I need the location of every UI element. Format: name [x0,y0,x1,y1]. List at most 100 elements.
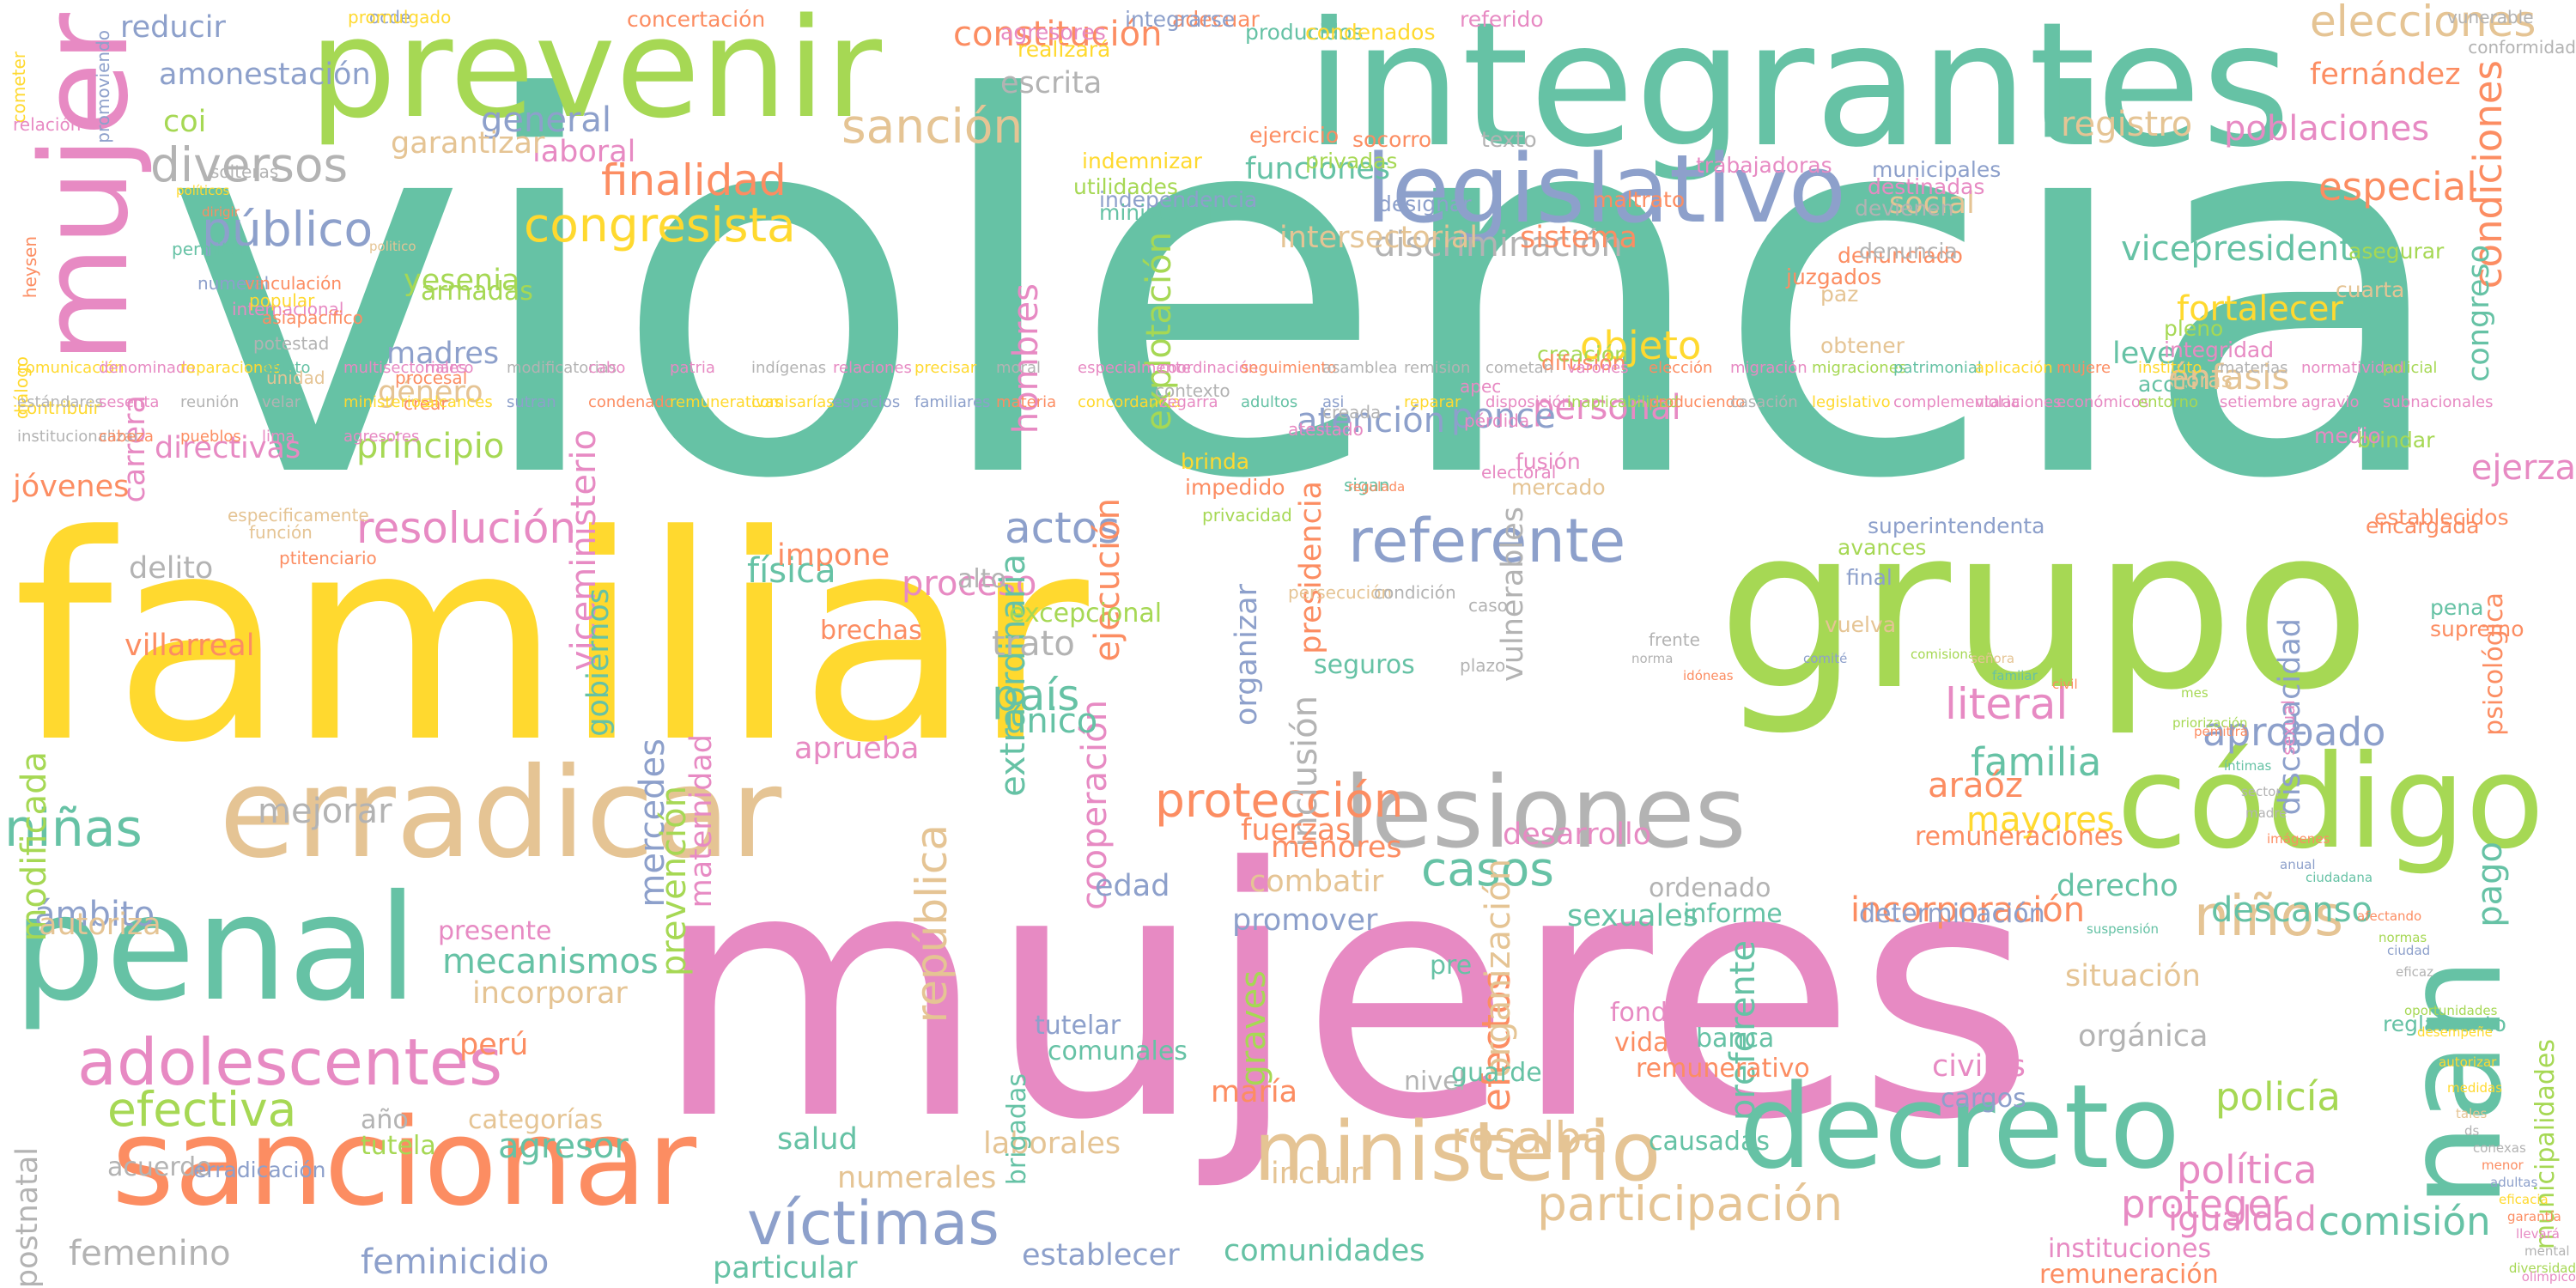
word: decreto [1739,1060,2181,1194]
word: adultos [1241,393,1298,411]
word: tales [2456,1106,2488,1121]
word: concordancia [1078,393,1182,411]
word: privadas [1305,149,1398,173]
word: general [481,100,612,140]
word: maltrato [1593,187,1686,212]
word: numerales [837,1161,997,1195]
word: discriminación [1374,225,1623,264]
word: policía [2215,1074,2341,1120]
word: materias [2220,359,2288,377]
word: remision [1404,359,1471,377]
word: elecciones [2310,0,2537,46]
word: perú [459,1028,529,1062]
word: sutran [507,393,556,411]
word: medio [2314,423,2381,448]
word: público [202,202,374,257]
word: integridad [2164,337,2275,362]
word: nivel [1404,1066,1466,1097]
word: reparar [1404,393,1461,411]
word: determinación [1859,899,2045,929]
word: directivas [155,431,301,465]
word: vunerable [2447,7,2534,27]
word: personal [1533,388,1681,428]
word: maría [1211,1075,1298,1109]
word: multisectoriales [343,359,467,377]
word: popular [249,290,315,311]
word: cuarta [2336,277,2405,302]
word: diversidad [2508,1261,2576,1276]
word: moral [996,359,1041,377]
word: promover [1232,903,1378,938]
word: persecución [1288,582,1393,603]
word: setiembre [2220,393,2298,411]
word: especialmente [1078,359,1192,377]
word: crear [404,393,448,414]
word: protección [1155,773,1404,828]
word: erradicación [193,1157,326,1182]
word: institucionalizar [17,428,140,446]
word: sexuales [1567,899,1698,933]
word: pre [1430,951,1473,981]
word: mujer [15,13,155,363]
word: lima [262,428,295,446]
word: comunicación [17,359,125,377]
word: heysen [20,236,40,299]
word: vida [1614,1028,1669,1058]
word: horas [2172,368,2233,392]
word: causadas [1649,1127,1770,1157]
word: rosalba [1451,1113,1609,1163]
word: modificatorias [507,359,617,377]
word: mujeres [653,796,2036,1195]
word: legislativo [1365,134,1846,244]
word: sexual [2278,700,2299,756]
word: denuncia [1859,239,1958,264]
word: contexto [1155,380,1230,401]
word: adolescentes [77,1024,503,1100]
word: integrantes [1305,0,2291,185]
word: violaciones [1975,393,2062,411]
word: atestado [1288,419,1364,440]
word: comité [1803,651,1848,666]
word: casación [1730,393,1798,411]
word: unidad [266,368,325,388]
word: frente [1649,629,1700,650]
word: conexas [2473,1140,2526,1156]
word: política [2177,1147,2318,1193]
word: vicepresidenta [2121,229,2374,269]
word: gobiernos [581,588,616,737]
word: mental [2524,1243,2570,1259]
word: remuneración [2039,1260,2219,1288]
word: víctimas [747,1188,999,1259]
word: comisionada [1911,647,1992,662]
word: principio [356,427,505,466]
word: patria [670,359,715,377]
word: mes [2181,685,2208,701]
word: fondos [1610,998,1697,1028]
word: maternidad [684,734,719,908]
word: designar [1378,191,1472,216]
word: anual [2280,857,2316,872]
word: pago [2470,841,2510,927]
word: policial [2383,359,2438,377]
word: menor [2482,1157,2524,1173]
word: casos [1421,841,1554,896]
word: privacidad [1202,505,1292,526]
word: políticos [176,183,230,198]
word: especificamente [228,505,369,526]
word: incorporación [1850,890,2086,930]
word: norma [1631,651,1674,666]
word: incorporar [472,976,628,1011]
word: contribuir [17,398,100,418]
word: económicos [2057,393,2149,411]
word: particular [713,1251,858,1285]
word: llevará [2516,1226,2560,1242]
word: ejerza [2470,448,2576,488]
word: civiles [1932,1049,2026,1084]
word: resolución [356,503,577,553]
word: efectiva [107,1082,297,1137]
word: edad [1095,869,1170,903]
word: asiapacífico [262,307,363,328]
word: graves [1234,970,1273,1087]
word: subnacionales [2383,393,2494,411]
word: normatividad [2301,359,2404,377]
